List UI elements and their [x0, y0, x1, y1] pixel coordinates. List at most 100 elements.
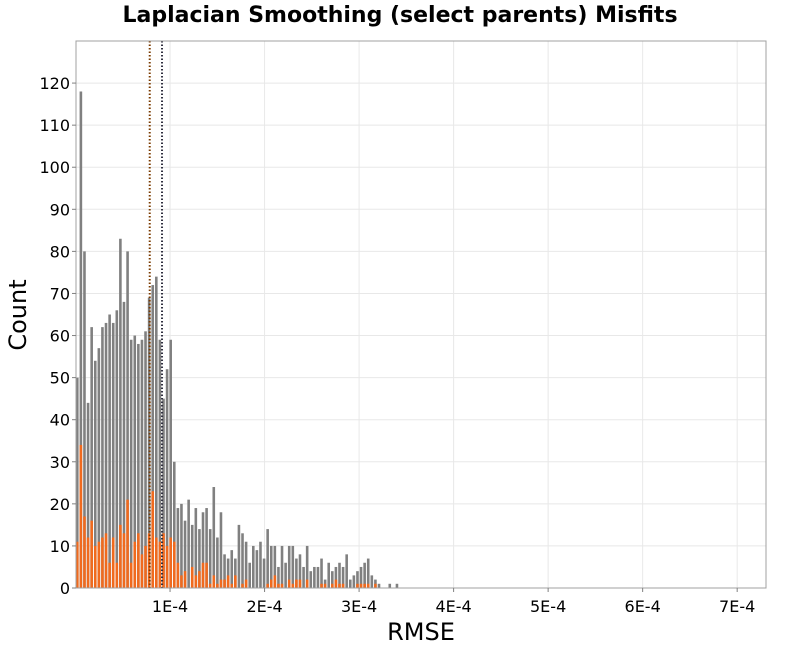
bar-subset [363, 583, 366, 588]
bar-total [126, 251, 129, 588]
bar-total [133, 335, 137, 588]
y-tick-label: 80 [50, 242, 70, 261]
plot-frame [75, 40, 767, 589]
bar-subset [97, 541, 101, 588]
bar-subset [126, 499, 129, 588]
bar-total [266, 529, 269, 588]
bar-total [244, 541, 248, 588]
bar-total [366, 558, 370, 588]
y-tick-label: 60 [50, 327, 70, 346]
bar-total [137, 343, 140, 588]
bar-subset [86, 537, 90, 588]
y-tick-label: 50 [50, 369, 70, 388]
y-tick-label: 110 [39, 116, 70, 135]
bar-subset [269, 579, 273, 588]
bar-subset [172, 541, 176, 588]
bar-subset [169, 537, 172, 588]
bar-total [147, 297, 151, 588]
bar-subset [234, 575, 237, 588]
bar-total [169, 339, 172, 588]
bar-total [305, 545, 309, 588]
bar-subset [147, 533, 151, 588]
bar-subset [133, 541, 137, 588]
bar-subset [287, 579, 291, 588]
bars [76, 91, 399, 589]
x-tick-label: 2E-4 [246, 597, 282, 616]
bar-total [338, 562, 341, 588]
bar-subset [90, 520, 93, 588]
bar-total [234, 558, 237, 588]
bar-subset [230, 583, 234, 588]
bar-total [140, 339, 144, 588]
bar-subset [129, 562, 133, 588]
y-tick-label: 120 [39, 74, 70, 93]
bar-subset [137, 533, 140, 588]
bar-total [208, 529, 212, 588]
bar-subset [83, 516, 86, 588]
bar-total [341, 566, 345, 588]
bar-total [259, 541, 262, 588]
bar-subset [341, 583, 345, 588]
y-tick-label: 70 [50, 284, 70, 303]
bar-total [129, 339, 133, 588]
bar-total [180, 503, 183, 588]
bar-total [119, 238, 122, 588]
bar-total [172, 461, 176, 588]
bar-total [183, 520, 187, 588]
bar-subset [111, 537, 115, 588]
bar-total [359, 566, 363, 588]
bar-total [104, 322, 108, 588]
bar-subset [216, 583, 219, 588]
bar-total [212, 487, 216, 588]
bar-subset [101, 537, 104, 588]
bar-subset [226, 575, 230, 588]
x-tick-label: 6E-4 [625, 597, 661, 616]
bar-total [230, 550, 234, 588]
y-tick-label: 20 [50, 495, 70, 514]
bar-total [90, 327, 93, 588]
bar-total [111, 322, 115, 588]
bar-total [216, 537, 219, 588]
bar-subset [223, 579, 226, 588]
bar-subset [208, 583, 212, 588]
bar-subset [180, 575, 183, 588]
bar-subset [155, 537, 158, 588]
bar-subset [162, 533, 165, 588]
bar-total [241, 533, 244, 588]
y-axis: 0 10 20 30 40 50 60 70 80 90 100 110 120 [39, 74, 76, 598]
bar-total [269, 545, 273, 588]
bar-total [165, 369, 169, 588]
bar-total [295, 558, 298, 588]
bar-total [162, 398, 165, 588]
bar-subset [93, 545, 97, 588]
bar-subset [201, 562, 205, 588]
bar-subset [122, 533, 126, 588]
y-tick-label: 100 [39, 158, 70, 177]
bar-total [377, 583, 381, 588]
bar-total [345, 554, 348, 588]
chart-title: Laplacian Smoothing (select parents) Mis… [122, 3, 677, 28]
x-axis-label: RMSE [387, 618, 455, 646]
bar-total [219, 512, 223, 588]
bar-subset [119, 524, 122, 588]
bar-total [223, 554, 226, 588]
bar-subset [104, 533, 108, 588]
bar-subset [151, 491, 155, 588]
x-tick-label: 1E-4 [152, 597, 188, 616]
bar-total [291, 545, 295, 588]
bar-total [79, 91, 83, 589]
bar-total [363, 562, 366, 588]
y-tick-label: 10 [50, 537, 70, 556]
bar-subset [320, 583, 323, 588]
bar-total [334, 566, 338, 588]
bar-total [198, 529, 201, 588]
bar-subset [108, 562, 111, 588]
bar-total [287, 545, 291, 588]
bar-total [313, 566, 316, 588]
bar-subset [190, 566, 194, 588]
bar-total [316, 566, 320, 588]
bar-total [176, 508, 180, 588]
bar-subset [273, 575, 277, 588]
bar-total [187, 499, 190, 588]
